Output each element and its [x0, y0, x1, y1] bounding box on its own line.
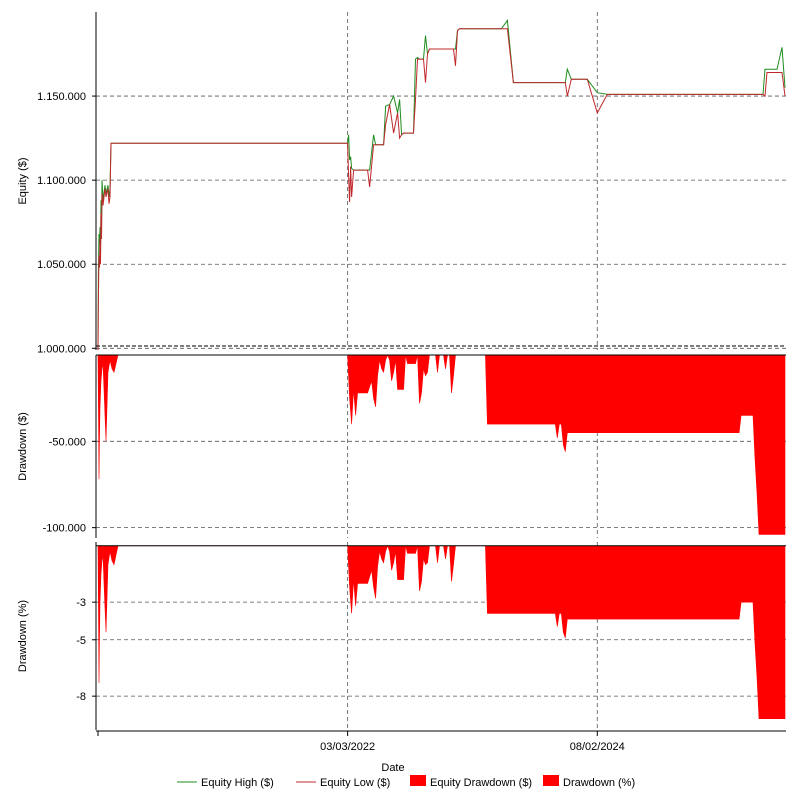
- legend-label: Drawdown (%): [563, 777, 635, 789]
- series-area-drawdown-usd: [97, 354, 786, 535]
- legend-label: Equity Drawdown ($): [430, 777, 532, 789]
- y-tick-label: -50.000: [49, 436, 86, 448]
- y-tick-label: 1.100.000: [37, 175, 86, 187]
- y-tick-label: -100.000: [43, 523, 86, 535]
- y-axis-title: Drawdown (%): [17, 600, 29, 672]
- legend-swatch-box: [410, 775, 426, 786]
- y-axis-title: Equity ($): [17, 157, 29, 204]
- x-tick-label: 08/02/2024: [570, 741, 625, 753]
- legend-label: Equity High ($): [201, 777, 274, 789]
- legend-label: Equity Low ($): [320, 777, 390, 789]
- y-tick-label: 1.000.000: [37, 343, 86, 355]
- series-line-equity-low: [97, 28, 786, 351]
- y-tick-label: -3: [76, 597, 86, 609]
- y-tick-label: -5: [76, 635, 86, 647]
- legend-swatch-box: [543, 775, 559, 786]
- x-axis-title: Date: [381, 762, 404, 774]
- x-tick-label: 03/03/2022: [320, 741, 375, 753]
- y-tick-label: 1.150.000: [37, 91, 86, 103]
- series-area-drawdown-pct: [97, 544, 786, 719]
- series-line-equity-high: [97, 19, 786, 349]
- y-axis-title: Drawdown ($): [17, 412, 29, 480]
- y-tick-label: -8: [76, 691, 86, 703]
- y-tick-label: 1.050.000: [37, 259, 86, 271]
